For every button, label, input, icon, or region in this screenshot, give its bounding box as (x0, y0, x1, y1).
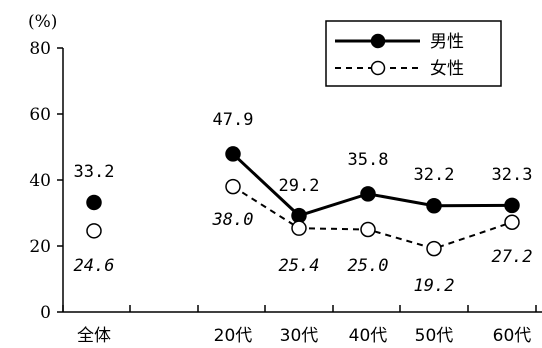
x-category-label: 50代 (415, 326, 454, 346)
legend-box (325, 20, 502, 87)
point-female (291, 220, 307, 236)
y-axis-unit: (%) (28, 12, 57, 32)
y-tick-label: 80 (29, 39, 51, 59)
x-axis-categories: 全体 20代 30代 40代 50代 60代 (77, 326, 531, 346)
data-label-female: 25.0 (348, 256, 389, 276)
y-tick-label: 20 (29, 237, 51, 257)
point-male (225, 146, 241, 162)
legend-label-male: 男性 (430, 32, 464, 52)
point-female (360, 221, 376, 238)
data-label-female: 19.2 (414, 276, 455, 296)
point-male (360, 186, 376, 202)
x-category-label: 40代 (349, 326, 388, 346)
series-layer (86, 146, 520, 257)
legend-label-female: 女性 (430, 59, 464, 79)
x-category-label: 30代 (280, 326, 319, 346)
x-category-label-total: 全体 (77, 326, 111, 346)
data-label-male: 35.8 (348, 150, 389, 170)
point-male-total (86, 194, 102, 211)
data-label-female-total: 24.6 (74, 256, 115, 276)
data-label-male: 47.9 (213, 110, 254, 130)
legend-marker-female (370, 60, 386, 76)
point-female (426, 240, 442, 257)
point-female (504, 214, 520, 230)
data-label-male-total: 33.2 (74, 162, 115, 182)
point-female (225, 178, 241, 195)
data-label-male: 32.2 (414, 165, 455, 185)
x-category-label: 20代 (214, 326, 253, 346)
y-tick-label: 40 (29, 171, 51, 191)
legend: 男性 女性 (325, 20, 502, 87)
x-category-label: 60代 (493, 326, 532, 346)
y-tick-label: 0 (40, 303, 51, 323)
y-axis-ticks: 0 20 40 60 80 (29, 39, 63, 323)
point-female-total (86, 223, 102, 239)
data-label-male: 29.2 (279, 176, 320, 196)
data-label-female: 27.2 (492, 247, 533, 267)
value-labels: 33.2 47.9 29.2 35.8 32.2 32.3 24.6 38.0 25.4 25.0… (74, 110, 533, 296)
legend-marker-male (370, 33, 386, 49)
data-label-female: 38.0 (212, 210, 254, 230)
point-male (504, 197, 520, 214)
y-tick-label: 60 (29, 105, 51, 125)
data-label-female: 25.4 (279, 256, 320, 276)
data-label-male: 32.3 (492, 165, 533, 185)
point-male (426, 197, 442, 214)
